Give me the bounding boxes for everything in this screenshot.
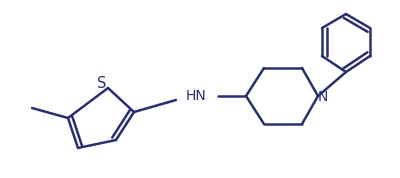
Text: HN: HN	[186, 89, 206, 103]
Text: S: S	[97, 77, 107, 91]
Text: N: N	[318, 90, 328, 104]
